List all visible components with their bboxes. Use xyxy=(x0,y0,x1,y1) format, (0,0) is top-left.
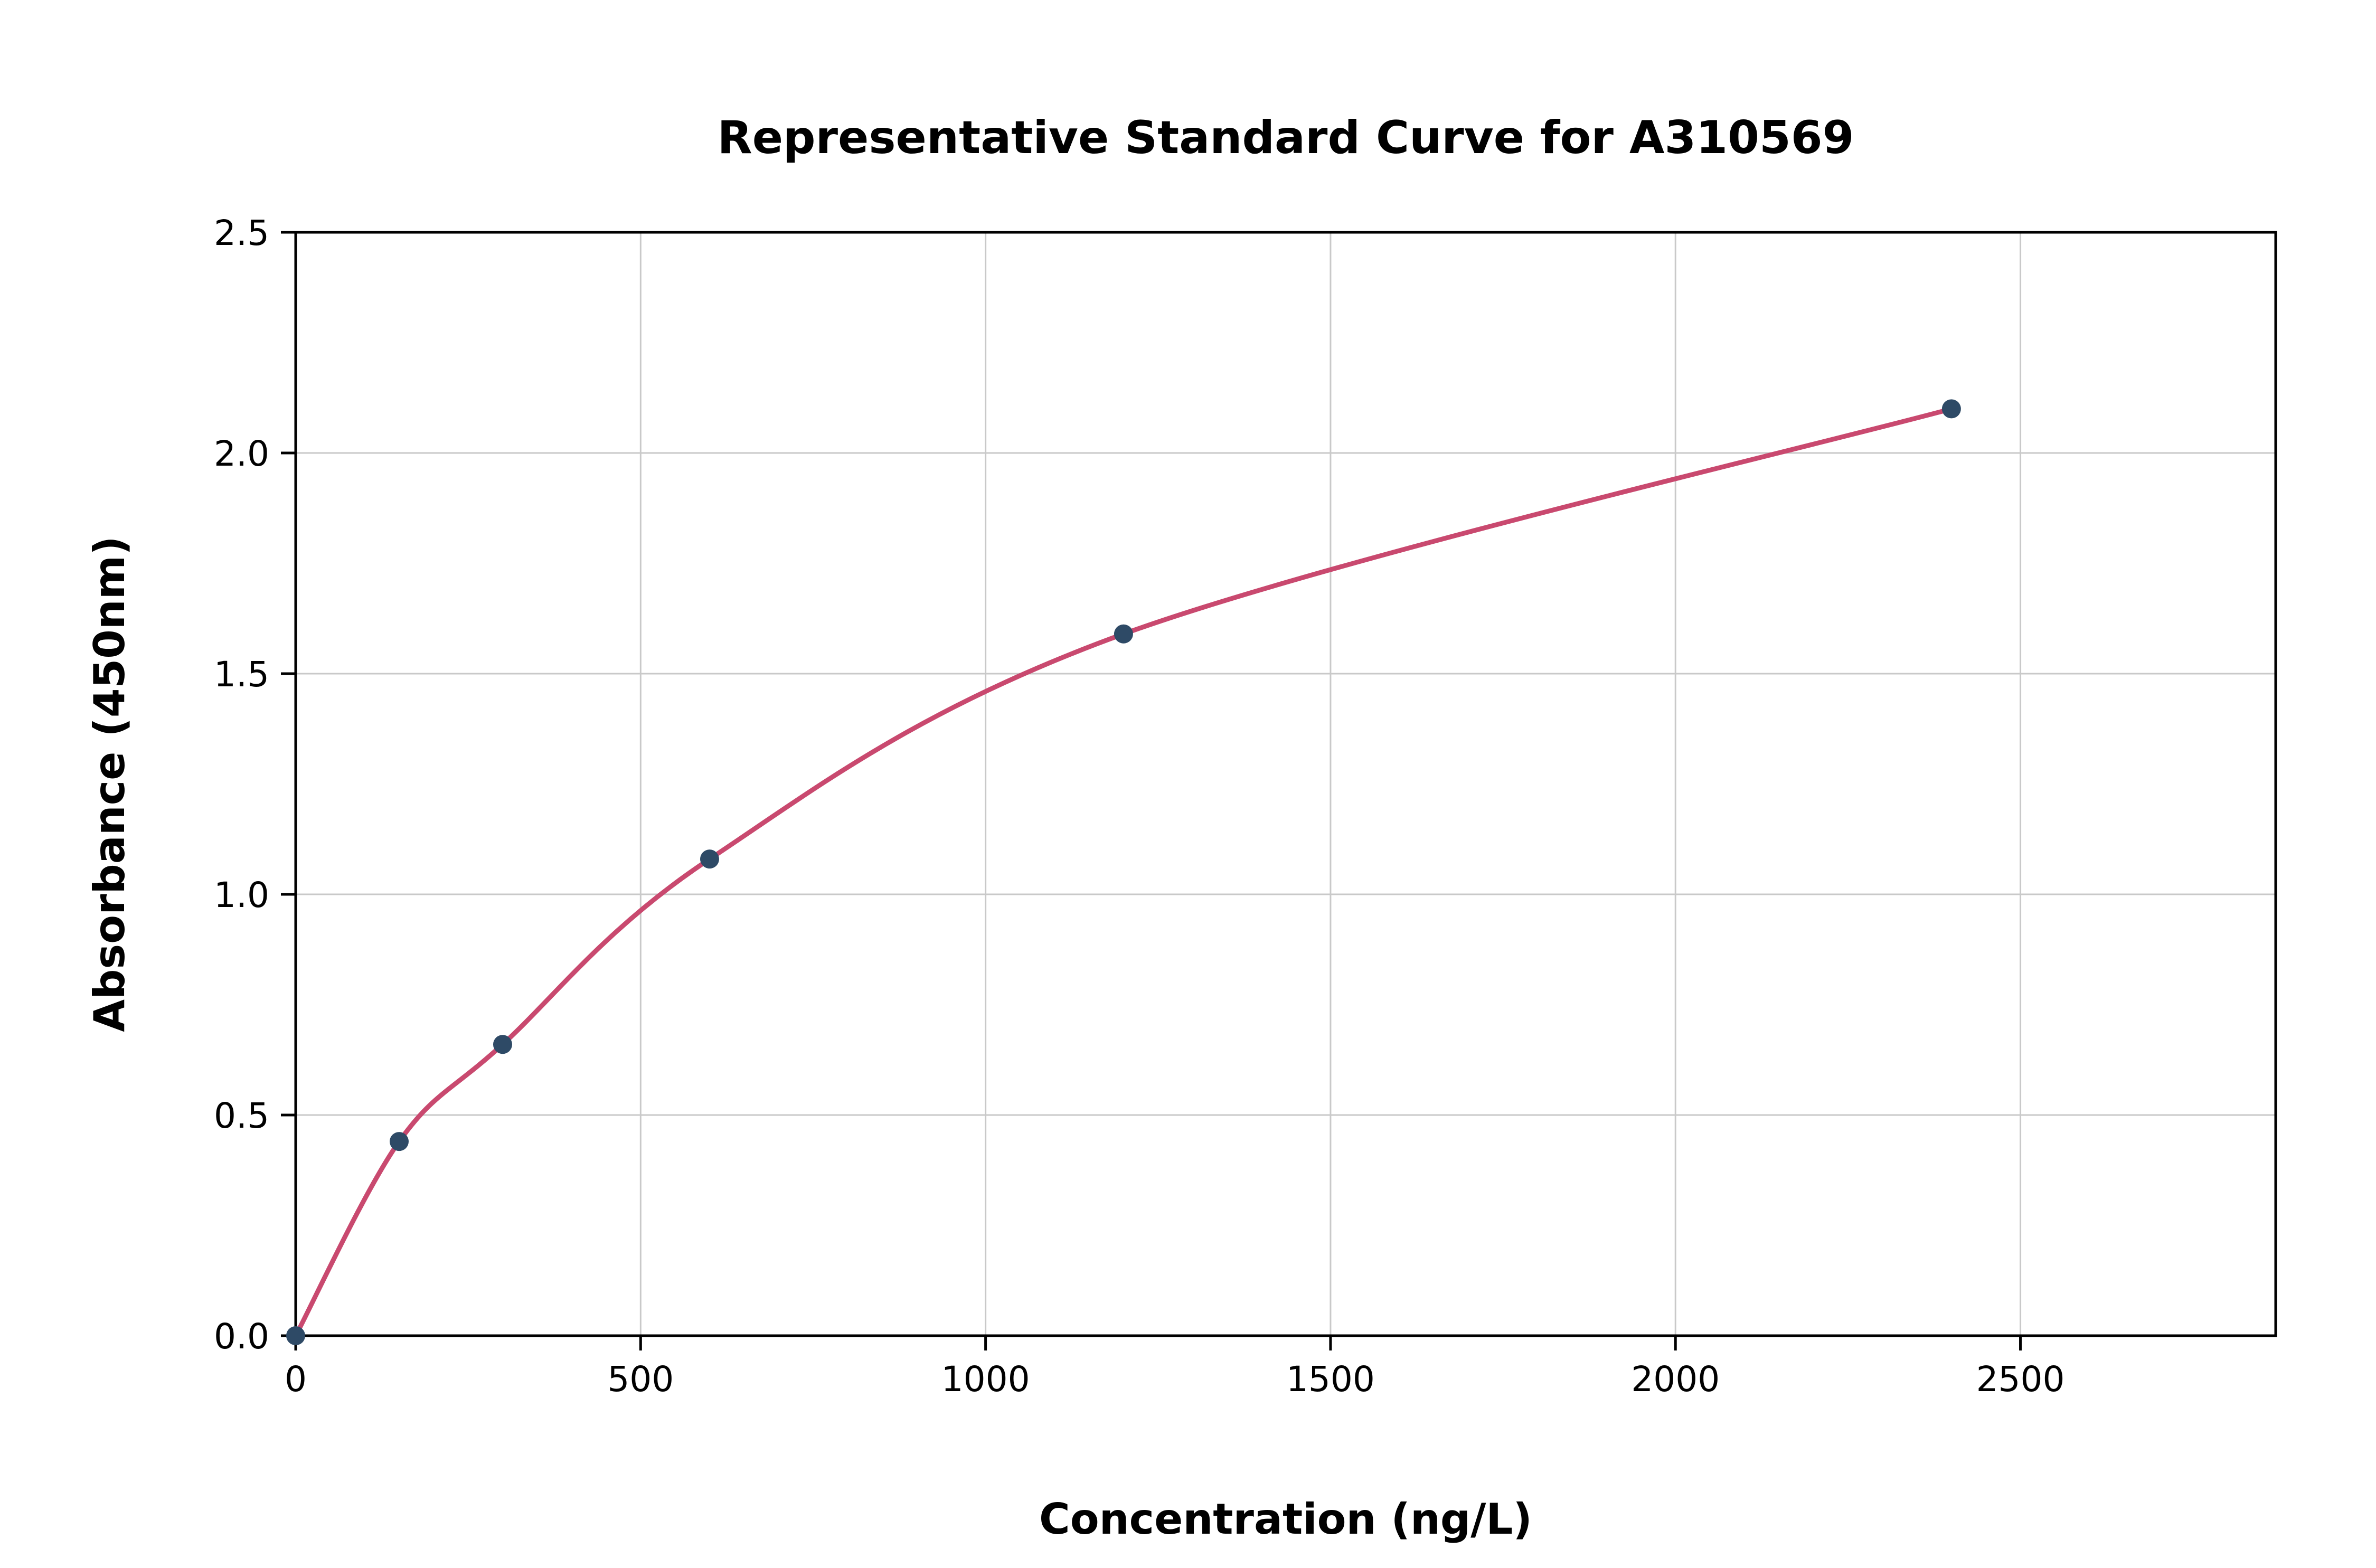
x-tick-label: 1000 xyxy=(941,1359,1030,1400)
fit-curve xyxy=(293,406,1954,1338)
data-point-marker xyxy=(700,849,719,869)
x-axis-label: Concentration (ng/L) xyxy=(1039,1495,1532,1544)
y-tick-label: 0.5 xyxy=(214,1095,269,1136)
x-tick-label: 1500 xyxy=(1286,1359,1375,1400)
y-tick-label: 0.0 xyxy=(214,1316,269,1357)
data-point-marker xyxy=(286,1326,305,1345)
data-point-marker xyxy=(1941,399,1961,419)
y-tick-label: 1.0 xyxy=(214,875,269,915)
y-tick-label: 2.5 xyxy=(214,213,269,253)
plot-border xyxy=(294,231,2277,1337)
tick-labels: 0 500 1000 1500 2000 2500 0.0 0.5 1.0 1.5 2.0 2.5 xyxy=(214,213,2065,1400)
y-tick-label: 2.0 xyxy=(214,433,269,474)
data-series xyxy=(286,399,1961,1345)
x-tick-label: 0 xyxy=(285,1359,307,1400)
data-point-marker xyxy=(1114,624,1133,644)
y-axis-label: Absorbance (450nm) xyxy=(85,536,134,1032)
chart-title: Representative Standard Curve for A31056… xyxy=(718,111,1854,164)
data-point-marker xyxy=(389,1132,409,1151)
axes xyxy=(281,231,2277,1350)
x-tick-label: 2000 xyxy=(1631,1359,1720,1400)
grid-lines xyxy=(295,231,2276,1337)
data-point-marker xyxy=(493,1035,512,1054)
x-tick-label: 500 xyxy=(607,1359,674,1400)
x-tick-label: 2500 xyxy=(1976,1359,2065,1400)
y-tick-label: 1.5 xyxy=(214,654,269,695)
